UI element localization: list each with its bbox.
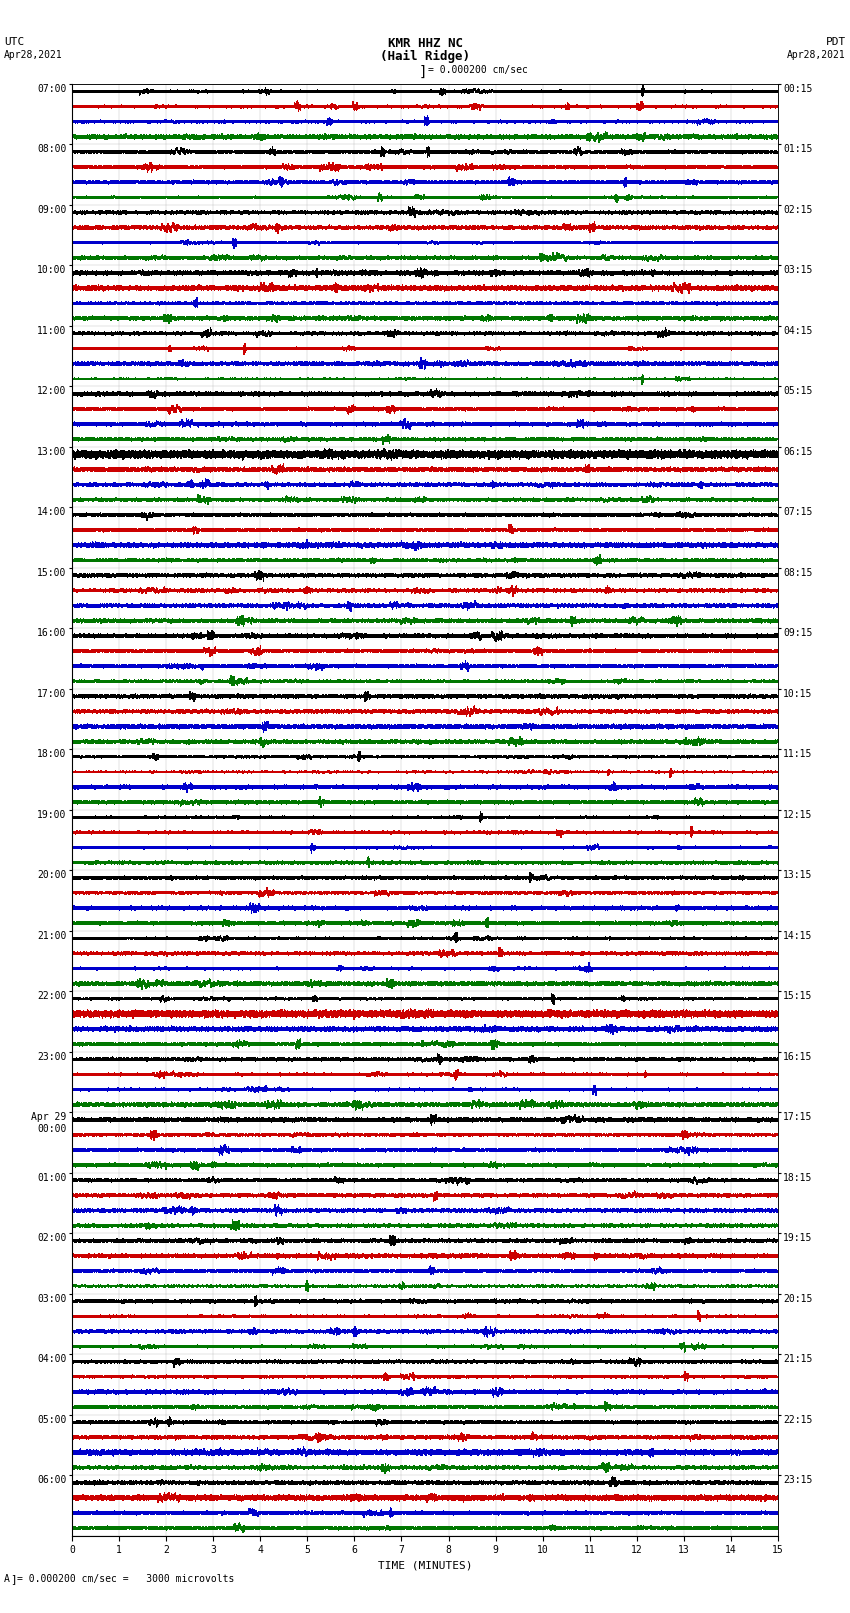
Text: (Hail Ridge): (Hail Ridge) <box>380 50 470 63</box>
Text: = 0.000200 cm/sec =   3000 microvolts: = 0.000200 cm/sec = 3000 microvolts <box>17 1574 235 1584</box>
Text: A: A <box>4 1574 10 1584</box>
X-axis label: TIME (MINUTES): TIME (MINUTES) <box>377 1561 473 1571</box>
Text: UTC: UTC <box>4 37 25 47</box>
Text: ]: ] <box>419 65 428 79</box>
Text: Apr28,2021: Apr28,2021 <box>787 50 846 60</box>
Text: ]: ] <box>10 1574 17 1584</box>
Text: PDT: PDT <box>825 37 846 47</box>
Text: = 0.000200 cm/sec: = 0.000200 cm/sec <box>428 65 527 74</box>
Text: Apr28,2021: Apr28,2021 <box>4 50 63 60</box>
Text: KMR HHZ NC: KMR HHZ NC <box>388 37 462 50</box>
